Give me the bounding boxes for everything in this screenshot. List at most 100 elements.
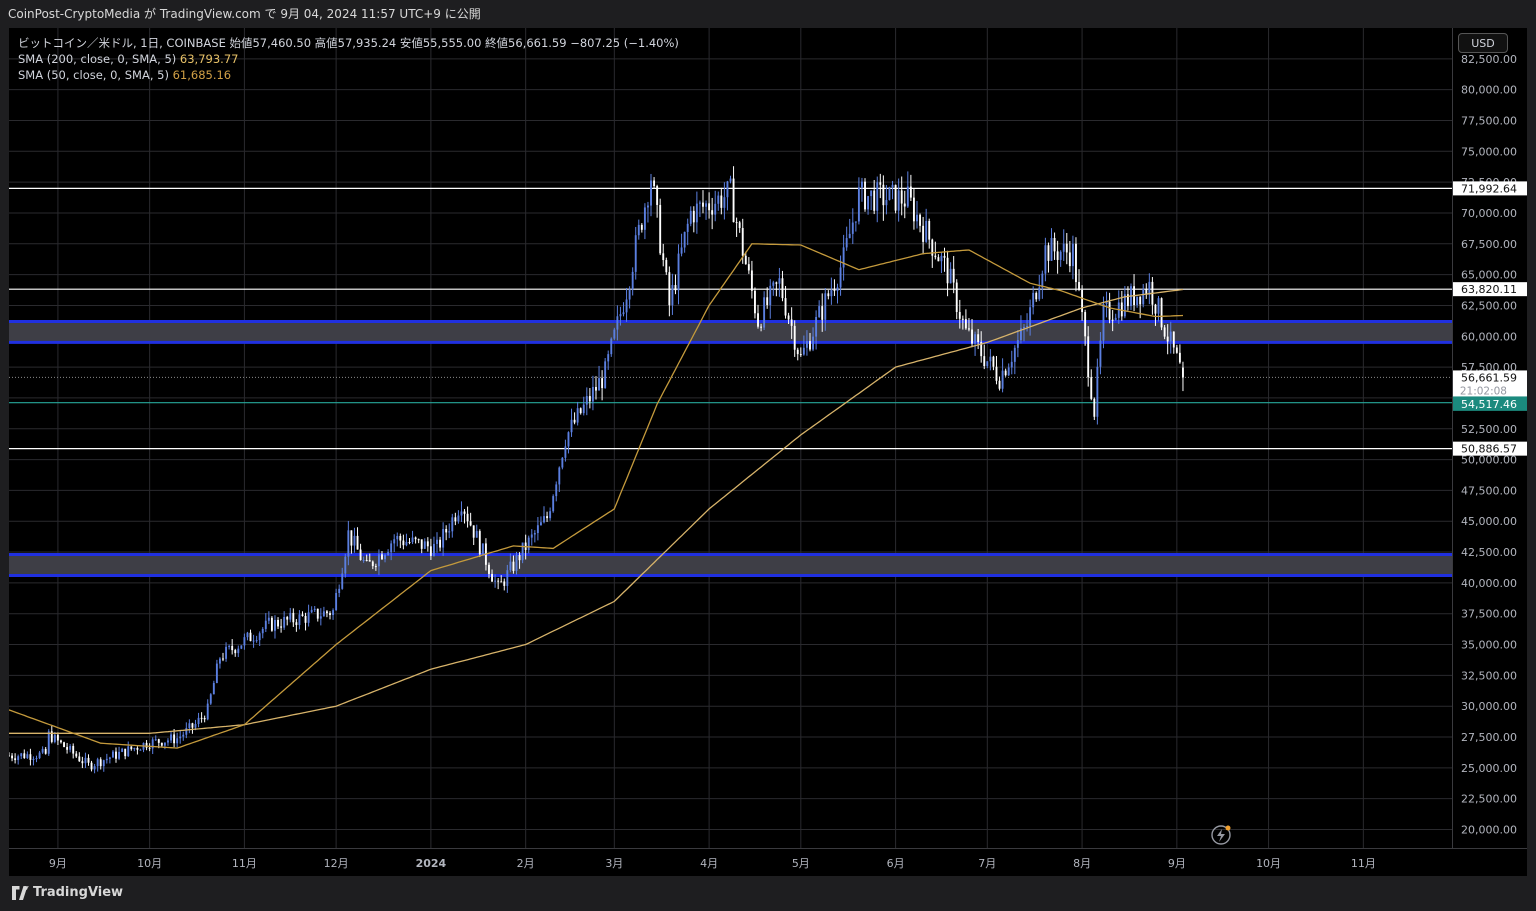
candle-body (222, 658, 224, 660)
candle-body (133, 747, 136, 750)
candle-body (286, 616, 289, 620)
candle-body (619, 314, 622, 317)
candle-body (136, 747, 139, 750)
price-chart[interactable]: 20,000.00 22,500.00 25,000.00 27,500.00 30,0… (9, 28, 1527, 876)
candle-body (1096, 366, 1099, 417)
candle-body (433, 543, 435, 556)
candle-body (319, 616, 322, 619)
candle-body (270, 617, 273, 631)
candle-body (634, 235, 637, 272)
candle-body (662, 253, 665, 261)
grid-lines (9, 28, 1452, 848)
candle-body (983, 356, 986, 367)
candle-body (108, 757, 111, 759)
price-tick-label: 47,500.00 (1461, 484, 1517, 497)
candle-body (310, 609, 313, 613)
sma50-legend: SMA (50, close, 0, SMA, 5) 61,685.16 (18, 68, 231, 82)
candle-body (591, 386, 594, 402)
candle-body (60, 740, 62, 743)
candle-body (365, 559, 368, 561)
candle-body (154, 739, 157, 741)
candle-body (738, 222, 741, 229)
sma50-label: SMA (50, close, 0, SMA, 5) (18, 68, 169, 82)
candle-body (212, 683, 215, 695)
price-tick-label: 20,000.00 (1461, 824, 1517, 837)
candle-body (356, 535, 359, 550)
candle-body (390, 543, 393, 553)
candle-body (928, 220, 931, 240)
time-axis: 9月 10月 11月 12月 2024 2月 3月 4月 5月 6月 7月 8月 9月 10月 11月 (49, 857, 1376, 870)
candle-body (368, 560, 371, 562)
tradingview-logo-icon[interactable] (12, 886, 30, 900)
candle-body (949, 268, 952, 284)
candle-body (1038, 287, 1041, 300)
candle-body (671, 285, 674, 306)
candle-body (919, 214, 921, 226)
candle-body (399, 535, 402, 541)
lightning-icon[interactable] (1211, 825, 1231, 845)
candle-body (237, 648, 240, 654)
candle-body (546, 516, 549, 519)
candle-body (387, 552, 390, 555)
candle-body (185, 728, 188, 735)
candle-body (261, 628, 264, 634)
level-box (1453, 282, 1527, 297)
price-tick-label: 35,000.00 (1461, 639, 1517, 652)
price-tick-label: 67,500.00 (1461, 238, 1517, 251)
price-tick-label: 70,000.00 (1461, 207, 1517, 220)
candle-body (374, 566, 377, 568)
candle-body (906, 186, 909, 207)
sma200-line (9, 288, 1184, 734)
time-tick-label: 11月 (232, 857, 257, 870)
candle-body (601, 378, 604, 389)
price-tick-label: 62,500.00 (1461, 299, 1517, 312)
price-tick-label: 52,500.00 (1461, 423, 1517, 436)
candle-body (958, 312, 961, 319)
candle-body (393, 539, 396, 544)
candle-body (769, 285, 772, 306)
price-axis: 20,000.00 22,500.00 25,000.00 27,500.00 30,0… (1461, 53, 1517, 837)
price-tick-label: 27,500.00 (1461, 731, 1517, 744)
candle-body (41, 748, 44, 753)
candle-body (989, 356, 992, 362)
candle-body (115, 751, 117, 759)
candle-body (888, 187, 891, 201)
time-tick-label: 7月 (978, 857, 996, 870)
time-tick-label: 12月 (324, 857, 349, 870)
candle-body (961, 318, 964, 320)
candle-body (1090, 377, 1093, 399)
price-tick-label: 75,000.00 (1461, 145, 1517, 158)
candle-body (1035, 292, 1038, 300)
candle-body (723, 197, 726, 208)
candle-body (460, 511, 463, 516)
candle-body (423, 541, 426, 549)
candle-body (1136, 296, 1139, 306)
candle-body (833, 290, 836, 292)
candle-body (267, 617, 270, 621)
candle-body (292, 612, 295, 623)
candle-body (9, 755, 10, 757)
candle-body (255, 640, 258, 642)
candle-body (824, 293, 827, 320)
candle-body (341, 573, 344, 589)
candle-body (705, 203, 707, 207)
candle-body (1007, 367, 1010, 376)
candle-body (26, 754, 29, 758)
last-price-label: 56,661.59 (1461, 371, 1517, 384)
candle-body (549, 511, 552, 519)
candle-body (610, 338, 613, 355)
currency-button[interactable]: USD (1458, 33, 1508, 53)
candle-body (536, 525, 539, 534)
candle-body (167, 740, 169, 743)
level-box (1453, 441, 1527, 456)
candle-body (1056, 251, 1059, 260)
candle-body (1053, 238, 1056, 252)
candle-body (1029, 307, 1032, 327)
candle-body (478, 531, 481, 555)
candle-body (157, 739, 160, 743)
candle-body (329, 613, 331, 615)
chart-area[interactable]: 20,000.00 22,500.00 25,000.00 27,500.00 30,0… (9, 28, 1527, 876)
candle-body (1148, 281, 1151, 295)
candle-body (53, 734, 56, 742)
candle-body (78, 756, 81, 762)
